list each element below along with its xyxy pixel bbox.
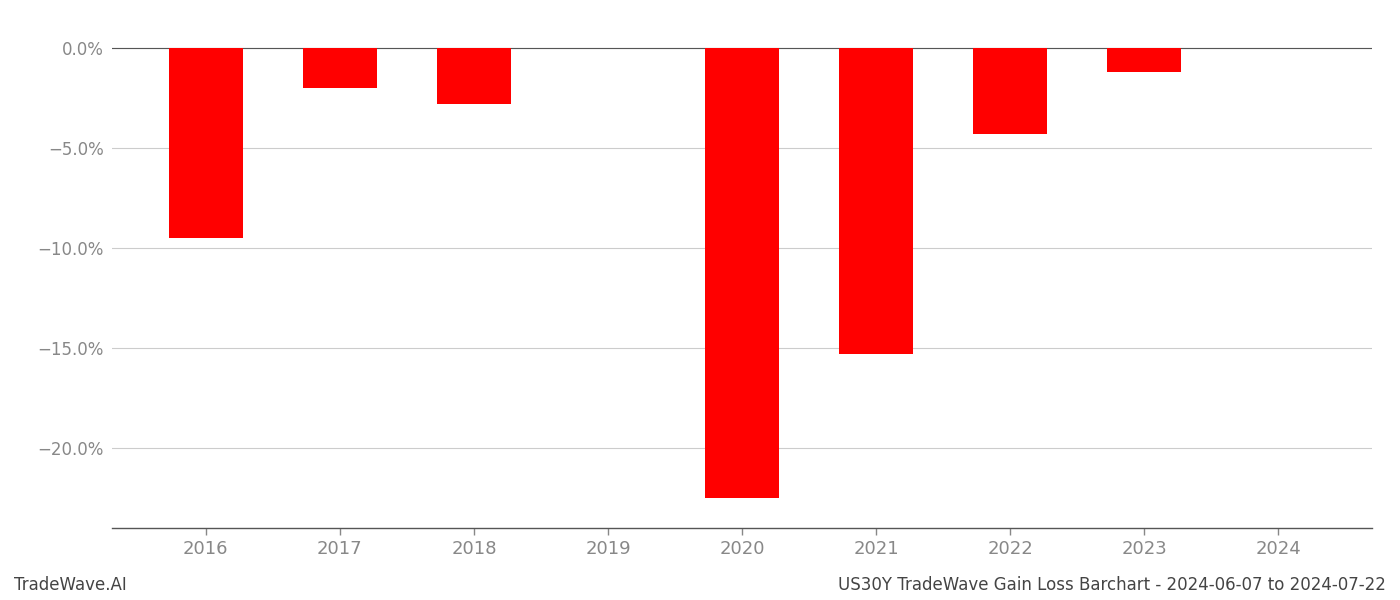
Text: US30Y TradeWave Gain Loss Barchart - 2024-06-07 to 2024-07-22: US30Y TradeWave Gain Loss Barchart - 202… [839, 576, 1386, 594]
Bar [706, 48, 778, 498]
Bar [973, 48, 1047, 134]
Bar [839, 48, 913, 354]
Bar [302, 48, 377, 88]
Text: TradeWave.AI: TradeWave.AI [14, 576, 127, 594]
Bar [437, 48, 511, 104]
Bar [1107, 48, 1182, 72]
Bar [169, 48, 242, 238]
